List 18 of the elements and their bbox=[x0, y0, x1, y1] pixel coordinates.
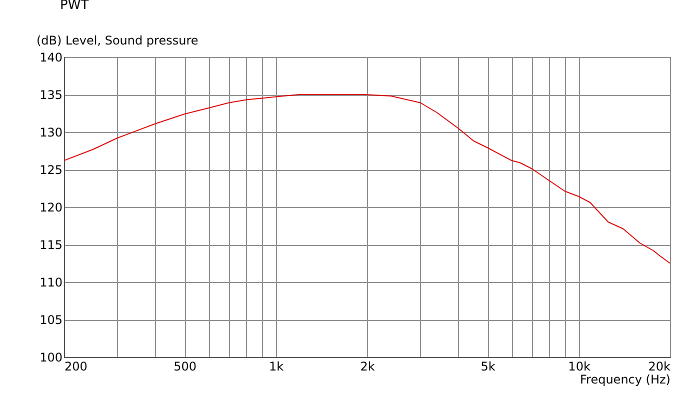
x-tick-label: 20k bbox=[648, 360, 671, 374]
y-tick-label: 135 bbox=[40, 88, 62, 102]
x-axis-title: Frequency (Hz) bbox=[580, 372, 670, 386]
x-tick-label: 200 bbox=[64, 360, 88, 374]
y-tick-label: 100 bbox=[40, 350, 62, 364]
x-tick-label: 1k bbox=[268, 360, 284, 374]
y-tick-label: 120 bbox=[40, 200, 62, 214]
y-tick-label: 125 bbox=[40, 163, 62, 177]
y-tick-label: 130 bbox=[40, 126, 62, 140]
x-tick-label: 10k bbox=[568, 360, 590, 374]
y-tick-label: 115 bbox=[40, 238, 62, 252]
y-tick-label: 110 bbox=[40, 276, 62, 290]
y-tick-label: 140 bbox=[40, 50, 62, 64]
y-axis-title: (dB) Level, Sound pressure bbox=[36, 34, 198, 48]
x-tick-label: 5k bbox=[480, 360, 496, 374]
x-tick-label: 2k bbox=[360, 360, 375, 374]
y-tick-label: 105 bbox=[40, 313, 62, 327]
x-tick-label: 500 bbox=[174, 360, 197, 374]
